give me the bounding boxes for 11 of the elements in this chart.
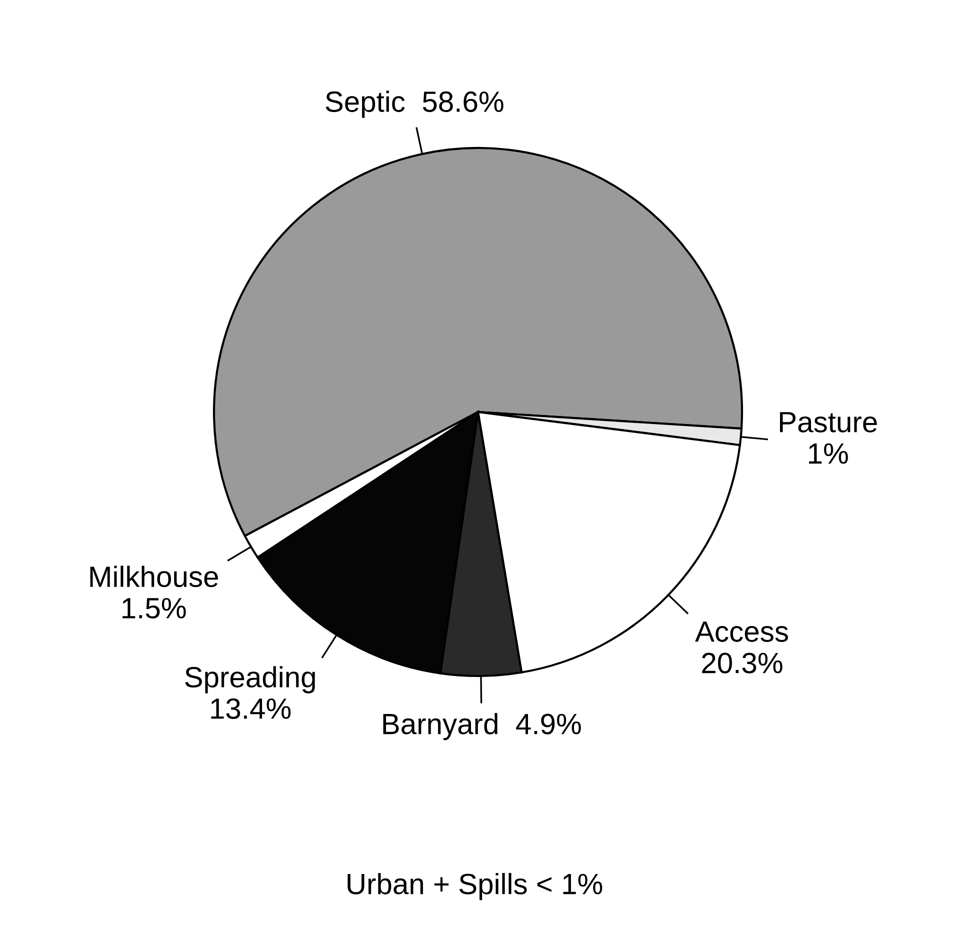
slice-label: Spreading [185,666,315,694]
data-label: 1% [809,443,848,464]
slice-label: Septic 58.6% [326,90,504,118]
slice-label: Access [695,622,788,642]
slice-label: Pasture [780,412,877,432]
text: Urban + Spills < 1% [348,872,602,900]
slice-label: Barnyard 4.9% [383,712,581,740]
data-label: 20.3% [702,652,782,674]
slice-label: Milkhouse [90,566,218,588]
data-label: 13.4% [211,698,291,719]
data-label: 1.5% [122,598,186,619]
